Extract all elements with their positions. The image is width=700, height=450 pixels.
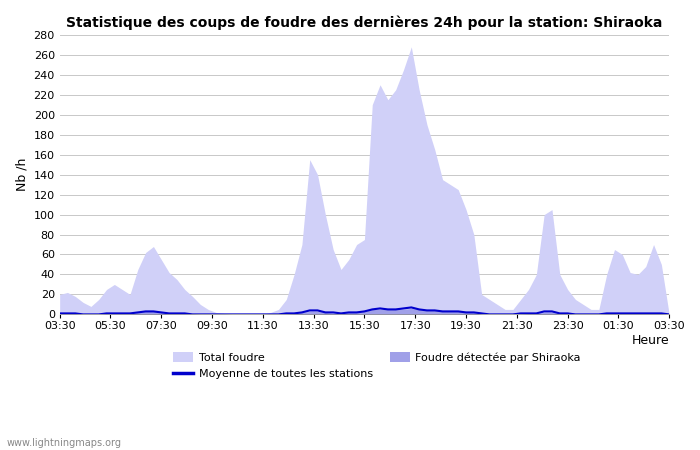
X-axis label: Heure: Heure [631, 334, 669, 347]
Text: www.lightningmaps.org: www.lightningmaps.org [7, 438, 122, 448]
Title: Statistique des coups de foudre des dernières 24h pour la station: Shiraoka: Statistique des coups de foudre des dern… [66, 15, 663, 30]
Legend: Total foudre, Moyenne de toutes les stations, Foudre détectée par Shiraoka: Total foudre, Moyenne de toutes les stat… [169, 348, 585, 383]
Y-axis label: Nb /h: Nb /h [15, 158, 28, 191]
